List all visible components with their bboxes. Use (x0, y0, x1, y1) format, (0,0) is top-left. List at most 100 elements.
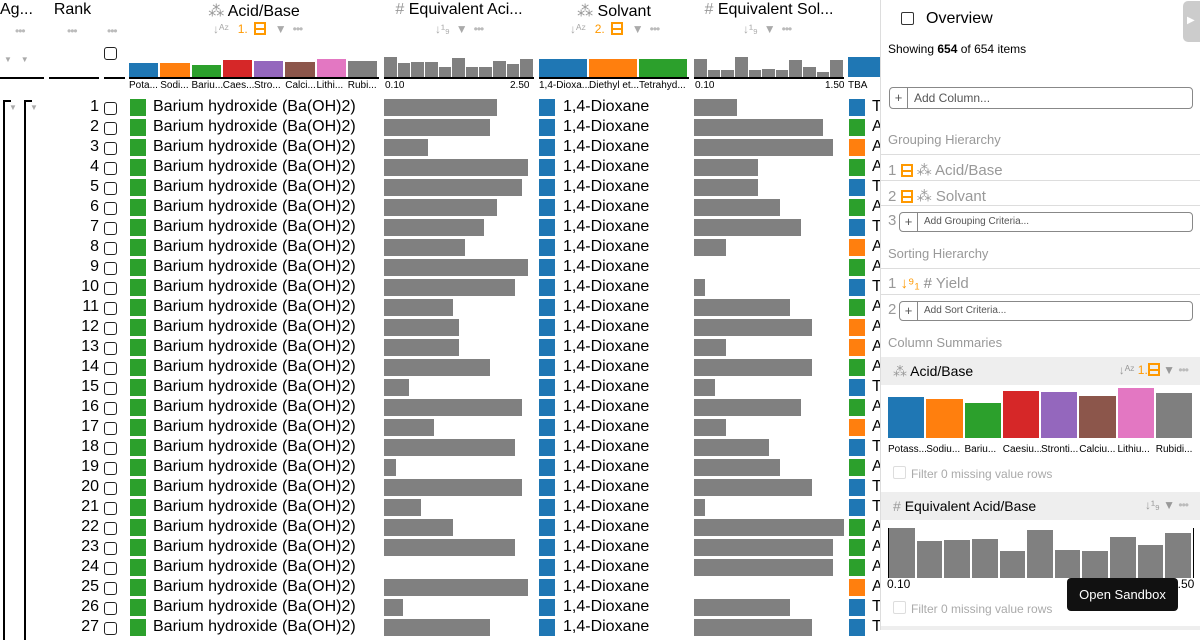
rank-more-icon[interactable]: ••• (67, 24, 78, 38)
table-row[interactable]: 11 Barium hydroxide (Ba(OH)2) 1,4-Dioxane A (0, 298, 880, 318)
histogram-bar[interactable] (254, 60, 284, 79)
sort-19-icon[interactable]: ↓¹₉ (743, 22, 758, 36)
histogram-bar[interactable] (748, 70, 762, 79)
histogram-bar[interactable] (1082, 551, 1109, 578)
sort-az-icon[interactable]: ↓ᴬᶻ (570, 22, 586, 36)
histogram-bar[interactable] (639, 59, 687, 79)
histogram-bar[interactable] (762, 69, 775, 79)
row-checkbox[interactable] (104, 422, 117, 435)
histogram-bar[interactable] (129, 62, 159, 79)
equiv-sol-summary[interactable] (694, 45, 844, 79)
filter-icon[interactable]: ▼ (455, 22, 468, 36)
row-checkbox[interactable] (104, 502, 117, 515)
collapse-panel-button[interactable]: ▶ (1183, 1, 1200, 42)
histogram-bar[interactable] (888, 397, 925, 438)
grouping-item[interactable]: 1 ⁂ Acid/Base (881, 154, 1200, 180)
histogram-bar[interactable] (589, 59, 637, 79)
row-checkbox[interactable] (104, 262, 117, 275)
histogram-bar[interactable] (452, 57, 465, 79)
table-row[interactable]: 6 Barium hydroxide (Ba(OH)2) 1,4-Dioxane A (0, 198, 880, 218)
table-row[interactable]: 12 Barium hydroxide (Ba(OH)2) 1,4-Dioxane A (0, 318, 880, 338)
equiv-sol-header[interactable]: # Equivalent Sol... (704, 1, 834, 18)
table-row[interactable]: 7 Barium hydroxide (Ba(OH)2) 1,4-Dioxane T (0, 218, 880, 238)
last-column-summary[interactable] (848, 57, 880, 77)
sort-az-icon[interactable]: ↓ᴬᶻ (1118, 363, 1135, 377)
histogram-bar[interactable] (775, 70, 789, 79)
aggregate-more-icon[interactable]: ••• (15, 24, 26, 38)
histogram-bar[interactable] (707, 70, 721, 79)
histogram-bar[interactable] (1117, 388, 1154, 438)
histogram-bar[interactable] (438, 67, 452, 79)
select-more-icon[interactable]: ••• (107, 24, 118, 38)
row-checkbox[interactable] (104, 122, 117, 135)
histogram-bar[interactable] (889, 528, 915, 578)
histogram-bar[interactable] (539, 59, 587, 79)
histogram-bar[interactable] (789, 60, 803, 79)
row-checkbox[interactable] (104, 342, 117, 355)
table-row[interactable]: 16 Barium hydroxide (Ba(OH)2) 1,4-Dioxane A (0, 398, 880, 418)
row-checkbox[interactable] (104, 442, 117, 455)
histogram-bar[interactable] (964, 403, 1001, 438)
filter-missing-checkbox[interactable] (893, 601, 906, 614)
collapse-all-icon[interactable]: ▼ ▼ (4, 55, 29, 64)
sort-19-icon[interactable]: ↓¹₉ (435, 22, 450, 36)
table-row[interactable]: 27 Barium hydroxide (Ba(OH)2) 1,4-Dioxane T (0, 618, 880, 638)
row-checkbox[interactable] (104, 602, 117, 615)
histogram-bar[interactable] (944, 540, 970, 578)
histogram-bar[interactable] (830, 60, 843, 79)
more-icon[interactable]: ••• (292, 22, 304, 36)
select-all-checkbox[interactable] (104, 47, 117, 60)
group-bracket[interactable] (24, 100, 32, 640)
histogram-bar[interactable] (520, 59, 533, 79)
histogram-bar[interactable] (397, 62, 411, 79)
histogram-bar[interactable] (1054, 550, 1081, 578)
table-row[interactable]: 14 Barium hydroxide (Ba(OH)2) 1,4-Dioxane A (0, 358, 880, 378)
histogram-bar[interactable] (694, 59, 707, 79)
group-icon[interactable]: 2. (592, 22, 626, 36)
row-checkbox[interactable] (104, 562, 117, 575)
table-row[interactable]: 17 Barium hydroxide (Ba(OH)2) 1,4-Dioxane A (0, 418, 880, 438)
table-row[interactable]: 3 Barium hydroxide (Ba(OH)2) 1,4-Dioxane A (0, 138, 880, 158)
table-row[interactable]: 25 Barium hydroxide (Ba(OH)2) 1,4-Dioxane A (0, 578, 880, 598)
histogram-bar[interactable] (506, 64, 520, 79)
filter-icon[interactable]: ▼ (1163, 363, 1176, 377)
group-bracket[interactable] (3, 100, 11, 640)
row-checkbox[interactable] (104, 102, 117, 115)
histogram-bar[interactable] (916, 541, 943, 578)
table-row[interactable]: 13 Barium hydroxide (Ba(OH)2) 1,4-Dioxane A (0, 338, 880, 358)
table-row[interactable]: 15 Barium hydroxide (Ba(OH)2) 1,4-Dioxane T (0, 378, 880, 398)
table-row[interactable]: 20 Barium hydroxide (Ba(OH)2) 1,4-Dioxane T (0, 478, 880, 498)
histogram-bar[interactable] (803, 67, 816, 79)
equiv-acid-summary-chart[interactable] (888, 528, 1194, 578)
equiv-acid-summary[interactable] (384, 45, 534, 79)
row-checkbox[interactable] (104, 402, 117, 415)
row-checkbox[interactable] (104, 522, 117, 535)
histogram-bar[interactable] (1079, 396, 1116, 438)
table-row[interactable]: 24 Barium hydroxide (Ba(OH)2) 1,4-Dioxane A (0, 558, 880, 578)
histogram-bar[interactable] (191, 65, 221, 79)
add-sort-input[interactable]: + Add Sort Criteria... (899, 301, 1193, 321)
histogram-bar[interactable] (721, 70, 734, 79)
filter-icon[interactable]: ▼ (274, 22, 287, 36)
histogram-bar[interactable] (384, 57, 397, 79)
histogram-bar[interactable] (493, 60, 506, 79)
histogram-bar[interactable] (1155, 393, 1192, 438)
table-row[interactable]: 1 Barium hydroxide (Ba(OH)2) 1,4-Dioxane T (0, 98, 880, 118)
histogram-bar[interactable] (1027, 530, 1053, 578)
row-checkbox[interactable] (104, 382, 117, 395)
histogram-bar[interactable] (160, 63, 190, 79)
sort-19-icon[interactable]: ↓¹₉ (1145, 498, 1160, 512)
histogram-bar[interactable] (1110, 537, 1136, 578)
row-checkbox[interactable] (104, 462, 117, 475)
table-row[interactable]: 23 Barium hydroxide (Ba(OH)2) 1,4-Dioxane A (0, 538, 880, 558)
row-checkbox[interactable] (104, 242, 117, 255)
row-checkbox[interactable] (104, 202, 117, 215)
histogram-bar[interactable] (347, 61, 377, 79)
table-row[interactable]: 22 Barium hydroxide (Ba(OH)2) 1,4-Dioxane A (0, 518, 880, 538)
histogram-bar[interactable] (734, 57, 748, 79)
row-checkbox[interactable] (104, 582, 117, 595)
more-icon[interactable]: ••• (1178, 498, 1189, 512)
equiv-acid-header[interactable]: # Equivalent Aci... (395, 1, 523, 18)
histogram-bar[interactable] (424, 61, 438, 79)
histogram-bar[interactable] (816, 71, 830, 79)
